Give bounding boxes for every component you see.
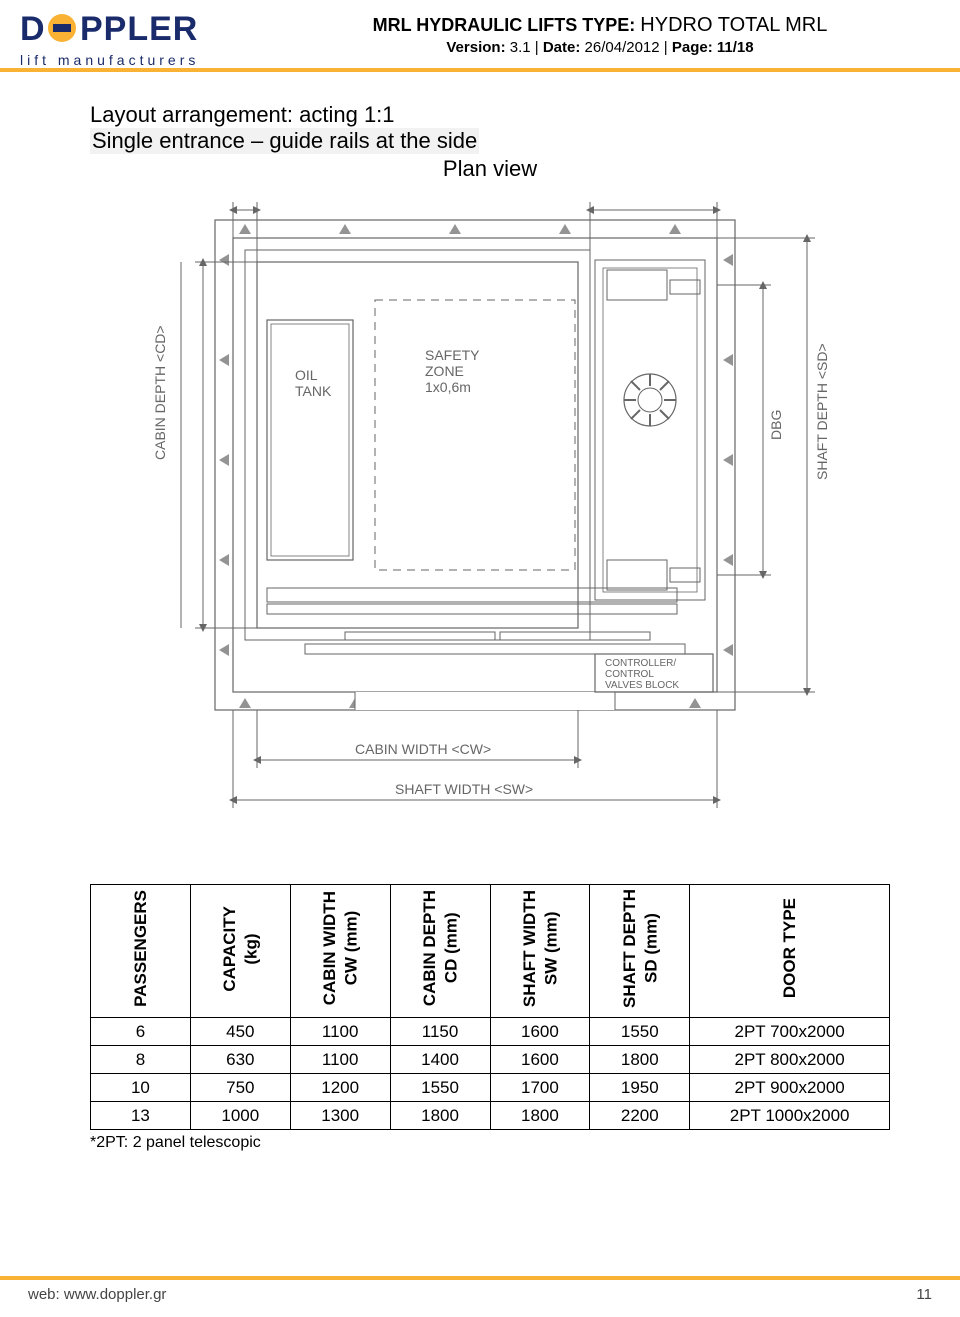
layout-line2: Single entrance – guide rails at the sid… [90, 128, 479, 154]
sep1: | [535, 39, 543, 56]
table-cell: 1700 [490, 1074, 590, 1102]
page-footer: web: www.doppler.gr 11 [0, 1276, 960, 1303]
table-cell: 1950 [590, 1074, 690, 1102]
table-cell: 1550 [390, 1074, 490, 1102]
svg-text:D: D [20, 10, 46, 48]
page-header: D PPLER lift manufacturers MRL HYDRAULIC… [0, 0, 960, 72]
table-cell: 2PT 900x2000 [690, 1074, 890, 1102]
table-cell: 10 [91, 1074, 191, 1102]
table-cell: 1800 [490, 1102, 590, 1130]
version-label: Version: [446, 39, 505, 56]
table-cell: 1800 [590, 1046, 690, 1074]
svg-text:VALVES BLOCK: VALVES BLOCK [605, 680, 679, 691]
col-header: PASSENGERS [91, 885, 191, 1018]
table-cell: 2PT 700x2000 [690, 1018, 890, 1046]
col-header: SHAFT DEPTHSD (mm) [590, 885, 690, 1018]
table-row: 1075012001550170019502PT 900x2000 [91, 1074, 890, 1102]
page-label: Page: [672, 39, 713, 56]
cabin-width-label: CABIN WIDTH <CW> [355, 741, 491, 757]
table-cell: 1100 [290, 1018, 390, 1046]
table-cell: 1600 [490, 1018, 590, 1046]
footer-web-label: web: [28, 1286, 60, 1303]
page-content: Layout arrangement: acting 1:1 Single en… [0, 72, 960, 1152]
cabin-depth-label: CABIN DEPTH <CD> [152, 325, 168, 460]
controller-label: CONTROLLER/ [605, 658, 676, 669]
header-title: MRL HYDRAULIC LIFTS TYPE: HYDRO TOTAL MR… [260, 14, 940, 37]
date-label: Date: [543, 39, 581, 56]
layout-line1: Layout arrangement: acting 1:1 [90, 102, 890, 128]
dbg-label: DBG [768, 410, 784, 440]
layout-line3: Plan view [90, 156, 890, 182]
table-cell: 1300 [290, 1102, 390, 1130]
version-value: 3.1 [510, 39, 531, 56]
table-cell: 1550 [590, 1018, 690, 1046]
logo-block: D PPLER lift manufacturers [20, 10, 260, 68]
shaft-width-label: SHAFT WIDTH <SW> [395, 781, 533, 797]
shaft-depth-label: SHAFT DEPTH <SD> [814, 343, 830, 480]
oil-tank-label: OIL [295, 367, 318, 383]
page-value: 11/18 [717, 39, 754, 56]
col-header: CABIN WIDTHCW (mm) [290, 885, 390, 1018]
dimensions-table: PASSENGERSCAPACITY(kg)CABIN WIDTHCW (mm)… [90, 884, 890, 1152]
table-cell: 2PT 1000x2000 [690, 1102, 890, 1130]
table-cell: 1600 [490, 1046, 590, 1074]
table-cell: 450 [190, 1018, 290, 1046]
sep2: | [664, 39, 672, 56]
table-cell: 1000 [190, 1102, 290, 1130]
table-footnote: *2PT: 2 panel telescopic [90, 1134, 890, 1152]
table-cell: 13 [91, 1102, 191, 1130]
col-header: CAPACITY(kg) [190, 885, 290, 1018]
footer-page-no: 11 [916, 1286, 932, 1303]
header-subline: Version: 3.1 | Date: 26/04/2012 | Page: … [260, 39, 940, 56]
table-cell: 1100 [290, 1046, 390, 1074]
svg-text:CONTROL: CONTROL [605, 669, 654, 680]
table-cell: 2PT 800x2000 [690, 1046, 890, 1074]
footer-web: web: www.doppler.gr [28, 1286, 166, 1303]
table-cell: 1800 [390, 1102, 490, 1130]
logo-subtitle: lift manufacturers [20, 52, 260, 68]
plan-view-diagram: OIL TANK SAFETY ZONE 1x0,6m [90, 200, 890, 840]
table-cell: 1400 [390, 1046, 490, 1074]
table-cell: 8 [91, 1046, 191, 1074]
col-header: SHAFT WIDTHSW (mm) [490, 885, 590, 1018]
col-header: CABIN DEPTHCD (mm) [390, 885, 490, 1018]
table-row: 863011001400160018002PT 800x2000 [91, 1046, 890, 1074]
svg-text:TANK: TANK [295, 383, 332, 399]
table-row: 645011001150160015502PT 700x2000 [91, 1018, 890, 1046]
header-title-prefix: MRL HYDRAULIC LIFTS TYPE: [373, 15, 641, 35]
table-cell: 1200 [290, 1074, 390, 1102]
table-row: 13100013001800180022002PT 1000x2000 [91, 1102, 890, 1130]
table-cell: 2200 [590, 1102, 690, 1130]
col-header: DOOR TYPE [690, 885, 890, 1018]
svg-text:ZONE: ZONE [425, 363, 464, 379]
table-cell: 630 [190, 1046, 290, 1074]
svg-text:1x0,6m: 1x0,6m [425, 379, 471, 395]
header-title-value: HYDRO TOTAL MRL [640, 14, 827, 36]
doppler-logo-icon: D PPLER [20, 10, 260, 50]
table-cell: 6 [91, 1018, 191, 1046]
date-value: 26/04/2012 [585, 39, 660, 56]
safety-zone-label: SAFETY [425, 347, 480, 363]
footer-web-value: www.doppler.gr [64, 1286, 167, 1303]
data-table: PASSENGERSCAPACITY(kg)CABIN WIDTHCW (mm)… [90, 884, 890, 1130]
table-cell: 750 [190, 1074, 290, 1102]
table-cell: 1150 [390, 1018, 490, 1046]
header-meta: MRL HYDRAULIC LIFTS TYPE: HYDRO TOTAL MR… [260, 10, 940, 56]
svg-text:PPLER: PPLER [80, 10, 198, 48]
